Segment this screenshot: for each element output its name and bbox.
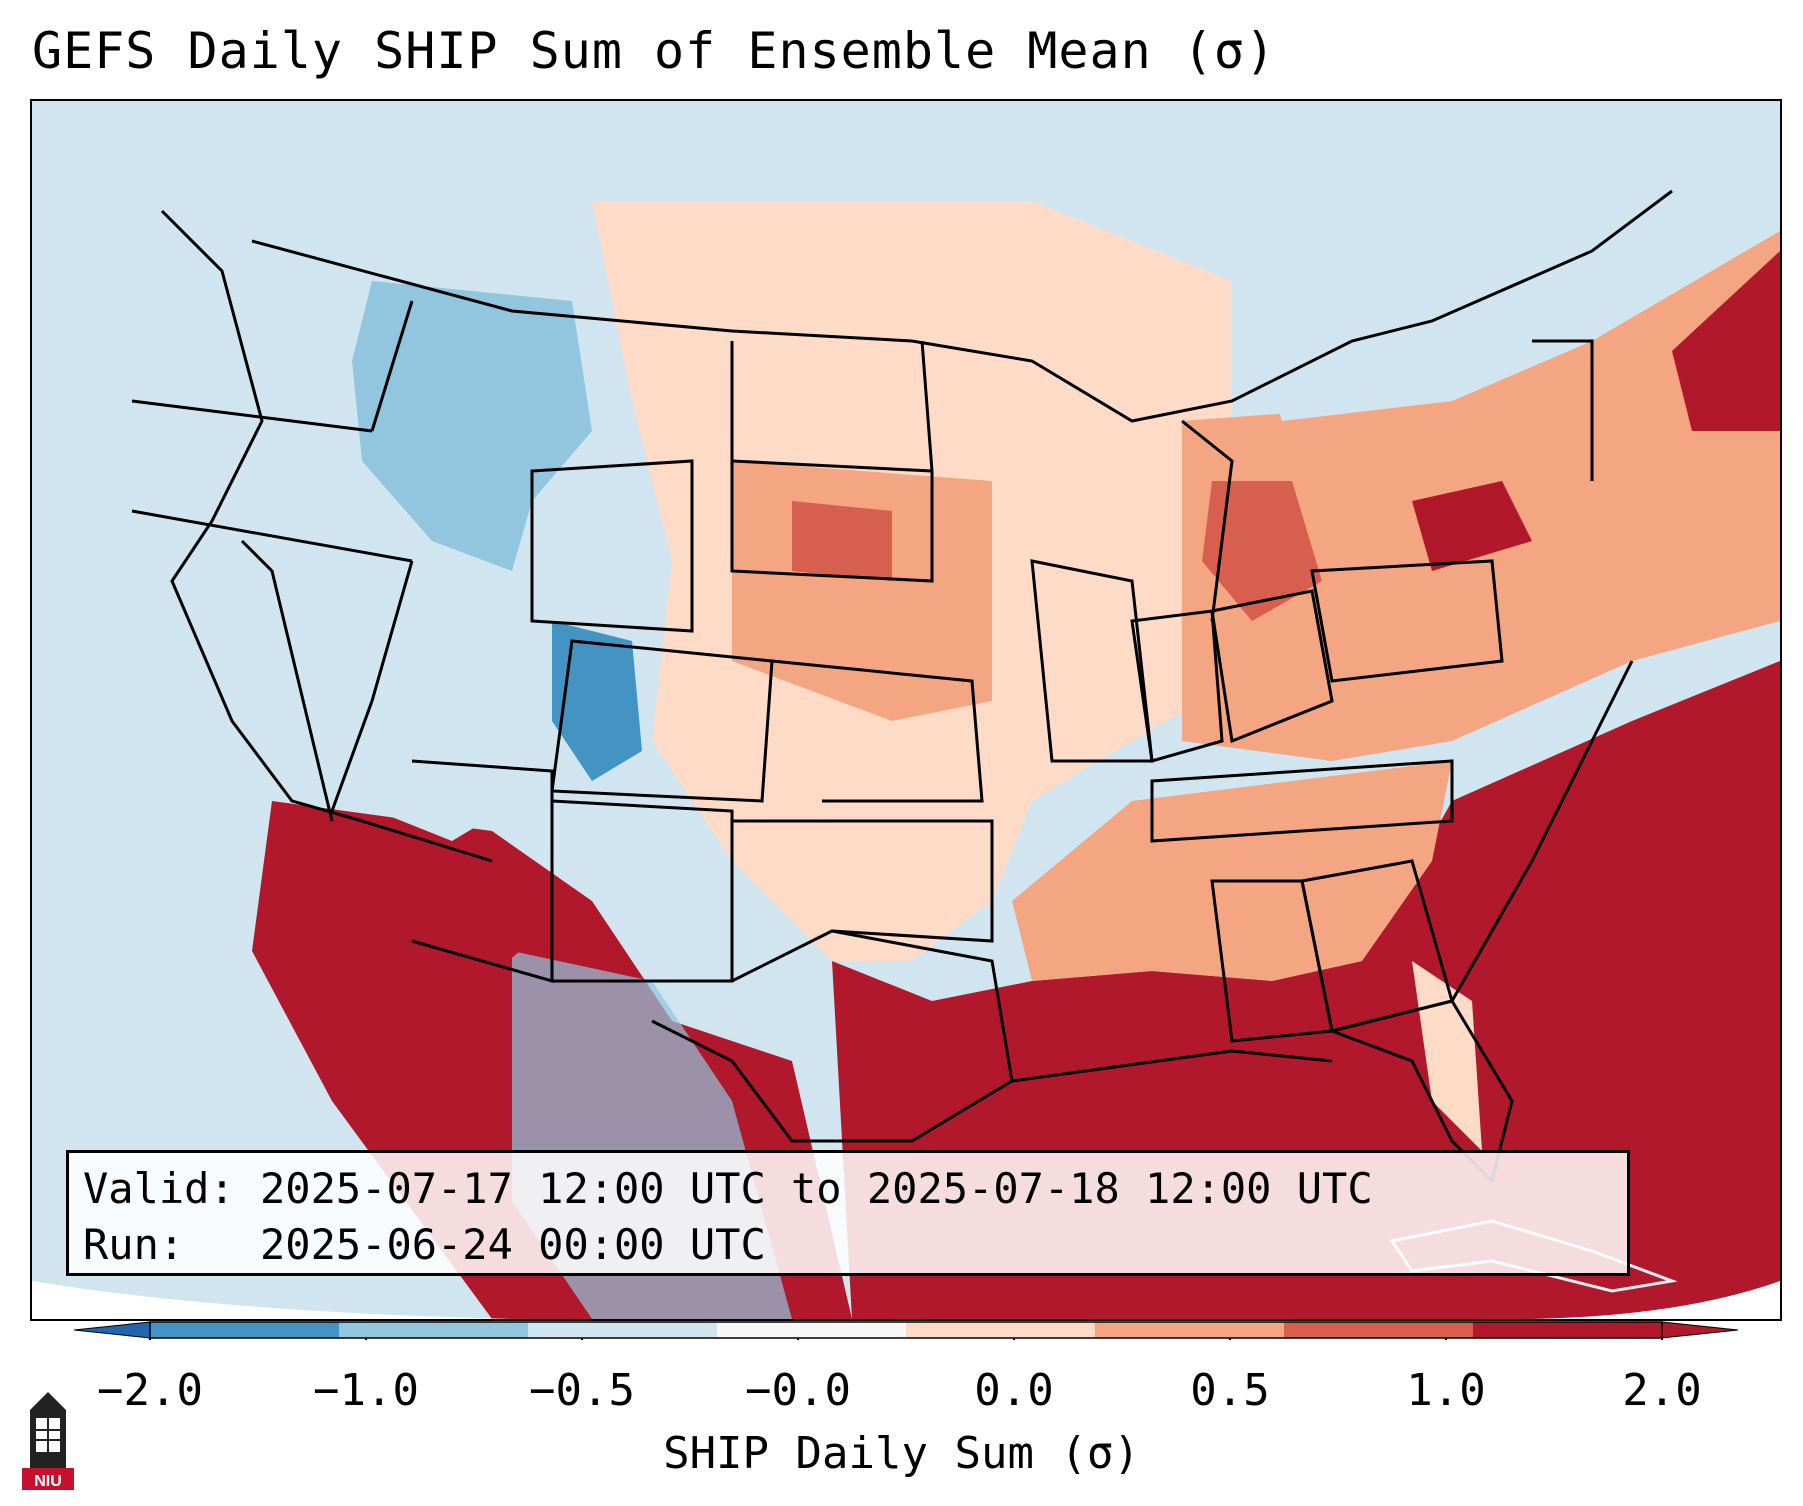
pennsylvania-outline — [1310, 559, 1504, 683]
michigan-outline — [1181, 419, 1234, 622]
gulf-coast-line — [1011, 1049, 1333, 1083]
kansas-outline — [771, 659, 984, 803]
colorbar-segment — [1284, 1322, 1474, 1338]
colorbar-segment — [906, 1322, 1096, 1338]
map-canvas — [32, 101, 1780, 1319]
oklahoma-outline — [732, 819, 994, 943]
map-edge-left — [32, 1281, 932, 1319]
west-coast-line — [160, 209, 493, 863]
colorbar-under-arrow — [73, 1321, 151, 1339]
colorbar-segment — [528, 1322, 718, 1338]
atlantic-coast-line — [1450, 660, 1634, 1002]
southwest-area — [302, 821, 532, 991]
map-edge-right — [1532, 1281, 1780, 1319]
ca-nv-border — [240, 539, 334, 822]
nevada-north-border — [131, 509, 413, 563]
southeast-area — [1012, 761, 1452, 981]
run-value: 2025-06-24 00:00 UTC — [260, 1220, 766, 1269]
florida-area — [1412, 961, 1482, 1151]
south-dakota-outline — [730, 461, 934, 583]
colorbar-segment — [1095, 1322, 1285, 1338]
colorado-outline — [550, 639, 774, 803]
valid-value: 2025-07-17 12:00 UTC to 2025-07-18 12:00… — [260, 1164, 1373, 1213]
colorado-area — [552, 621, 642, 781]
run-label: Run: — [83, 1220, 185, 1269]
new-england-area — [1672, 251, 1780, 431]
idaho-border — [370, 300, 414, 432]
canada-border-west — [251, 239, 913, 343]
colorbar-segment — [1473, 1322, 1663, 1338]
logo-text: NIU — [34, 1473, 62, 1490]
colorbar-tick-label: 0.5 — [1190, 1365, 1270, 1416]
indiana-outline — [1130, 609, 1224, 763]
ohio-outline — [1210, 589, 1334, 744]
colorbar-segment — [339, 1322, 529, 1338]
colorbar-label: SHIP Daily Sum (σ) — [663, 1428, 1140, 1479]
colorbar-segment — [150, 1322, 340, 1338]
canada-area — [1032, 201, 1780, 421]
colorbar-frame — [149, 1321, 1663, 1339]
northeast-area — [1182, 201, 1780, 761]
lake-erie-area — [1412, 481, 1532, 571]
colorbar-tick-label: −1.0 — [313, 1365, 419, 1416]
colorbar-tick-label: 0.0 — [974, 1365, 1054, 1416]
oregon-border — [131, 399, 373, 433]
tennessee-outline — [1150, 759, 1454, 843]
niu-logo-icon: NIU — [22, 1392, 74, 1490]
colorbar-tick-label: 1.0 — [1406, 1365, 1486, 1416]
canada-border-east — [911, 189, 1673, 423]
map-title: GEFS Daily SHIP Sum of Ensemble Mean (σ) — [32, 22, 1277, 80]
nevada-east-border — [330, 560, 414, 812]
north-dakota-outline — [730, 340, 934, 473]
map-panel — [30, 99, 1782, 1321]
new-england-outline — [1532, 339, 1594, 481]
arizona-outline — [411, 759, 554, 983]
colorbar-tick-label: 2.0 — [1622, 1365, 1702, 1416]
colorbar-tick-label: −0.5 — [529, 1365, 635, 1416]
colorbar-tick-label: −0.0 — [745, 1365, 851, 1416]
colorbar-segment — [717, 1322, 907, 1338]
colorbar-over-arrow — [1661, 1321, 1739, 1339]
nebraska-area — [792, 501, 892, 581]
colorbar-tick-label: −2.0 — [97, 1365, 203, 1416]
valid-run-info-box: Valid: 2025-07-17 12:00 UTC to 2025-07-1… — [66, 1150, 1630, 1276]
wyoming-outline — [530, 459, 694, 633]
boundary-lines — [131, 189, 1673, 1184]
valid-label: Valid: — [83, 1164, 235, 1213]
ohio-valley-area — [1202, 481, 1322, 621]
